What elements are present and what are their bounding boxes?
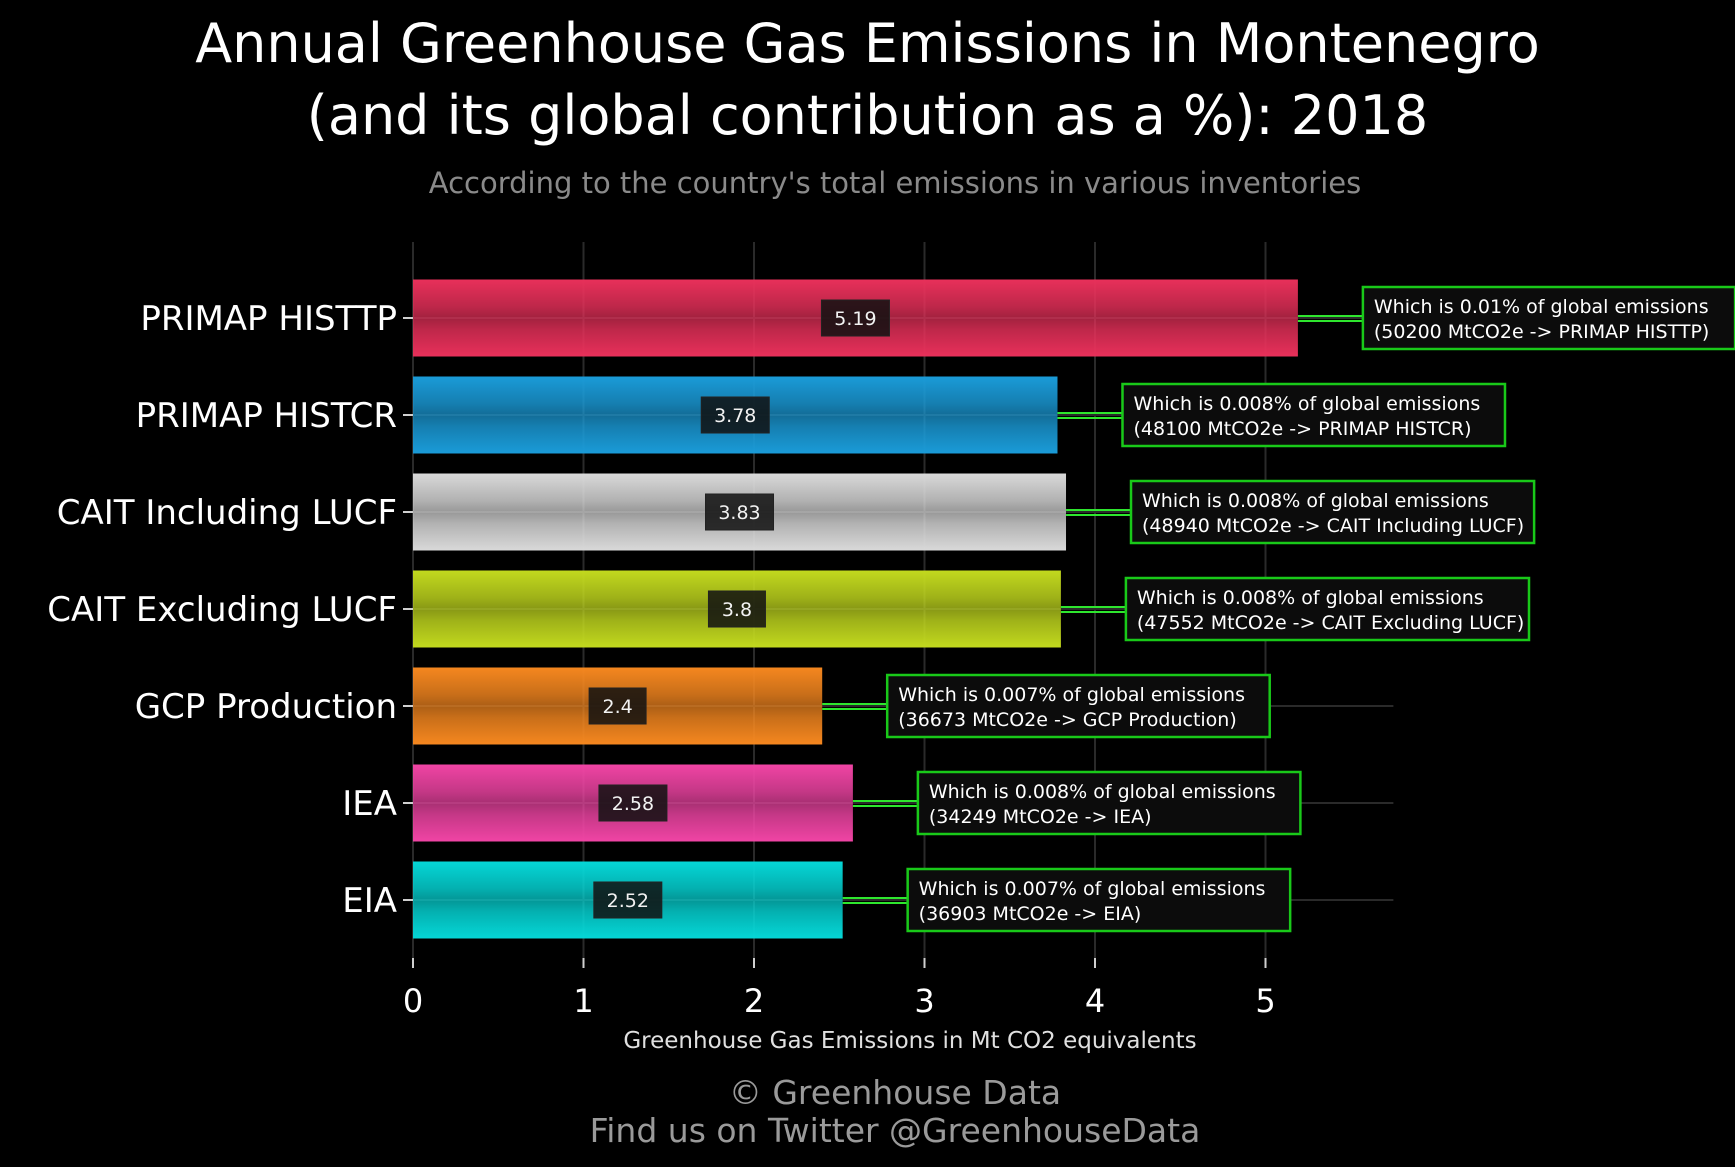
- annotation-box-3: [1124, 576, 1531, 642]
- annotation-box-4: [885, 673, 1271, 739]
- annotation-line2-4: (36673 MtCO2e -> GCP Production): [898, 709, 1237, 731]
- annotation-line1-5: Which is 0.008% of global emissions: [929, 781, 1276, 803]
- credit-line-1: © Greenhouse Data: [728, 1073, 1062, 1112]
- value-label-box-4: [588, 687, 647, 725]
- x-tick-label-3: 3: [914, 982, 934, 1020]
- value-label-0: 5.19: [834, 308, 876, 330]
- annotation-line1-0: Which is 0.01% of global emissions: [1374, 296, 1709, 318]
- value-label-2: 3.83: [718, 502, 760, 524]
- value-label-box-5: [598, 784, 668, 822]
- annotation-line1-3: Which is 0.008% of global emissions: [1137, 587, 1484, 609]
- value-label-box-0: [820, 299, 890, 337]
- title-line-1: Annual Greenhouse Gas Emissions in Monte…: [195, 12, 1540, 75]
- y-tick-label-1: PRIMAP HISTCR: [136, 396, 397, 436]
- y-tick-label-4: GCP Production: [135, 687, 397, 727]
- value-label-3: 3.8: [722, 599, 752, 621]
- annotation-box-2: [1129, 479, 1536, 545]
- chart-title: Annual Greenhouse Gas Emissions in Monte…: [0, 8, 1735, 152]
- value-label-5: 2.58: [612, 793, 654, 815]
- annotation-line2-3: (47552 MtCO2e -> CAIT Excluding LUCF): [1137, 612, 1524, 634]
- annotation-line2-1: (48100 MtCO2e -> PRIMAP HISTCR): [1133, 418, 1471, 440]
- x-tick-label-0: 0: [403, 982, 423, 1020]
- value-label-box-6: [593, 881, 663, 919]
- y-tick-label-0: PRIMAP HISTTP: [140, 299, 397, 339]
- y-tick-label-3: CAIT Excluding LUCF: [47, 590, 397, 630]
- annotation-line1-4: Which is 0.007% of global emissions: [898, 684, 1245, 706]
- annotation-box-0: [1361, 285, 1735, 351]
- value-label-box-2: [705, 493, 775, 531]
- value-label-box-3: [707, 590, 766, 628]
- y-tick-label-2: CAIT Including LUCF: [57, 493, 397, 533]
- annotation-line1-2: Which is 0.008% of global emissions: [1142, 490, 1489, 512]
- annotation-line2-5: (34249 MtCO2e -> IEA): [929, 806, 1152, 828]
- annotation-box-5: [916, 770, 1302, 836]
- x-tick-label-2: 2: [744, 982, 764, 1020]
- chart-subtitle: According to the country's total emissio…: [428, 166, 1362, 200]
- value-label-4: 2.4: [602, 696, 632, 718]
- value-label-6: 2.52: [607, 890, 649, 912]
- annotation-box-6: [906, 867, 1292, 933]
- annotation-line2-2: (48940 MtCO2e -> CAIT Including LUCF): [1142, 515, 1524, 537]
- annotation-line2-6: (36903 MtCO2e -> EIA): [919, 903, 1142, 925]
- annotation-line1-6: Which is 0.007% of global emissions: [919, 878, 1266, 900]
- annotation-line1-1: Which is 0.008% of global emissions: [1133, 393, 1480, 415]
- y-tick-label-5: IEA: [342, 784, 397, 824]
- value-label-box-1: [700, 396, 770, 434]
- x-axis-label: Greenhouse Gas Emissions in Mt CO2 equiv…: [623, 1028, 1196, 1054]
- credit-line-2: Find us on Twitter @GreenhouseData: [589, 1111, 1201, 1150]
- x-tick-label-4: 4: [1085, 982, 1105, 1020]
- annotation-line2-0: (50200 MtCO2e -> PRIMAP HISTTP): [1374, 321, 1709, 343]
- title-line-2: (and its global contribution as a %): 20…: [306, 84, 1429, 147]
- x-tick-label-1: 1: [573, 982, 593, 1020]
- x-tick-label-5: 5: [1255, 982, 1275, 1020]
- value-label-1: 3.78: [714, 405, 756, 427]
- annotation-box-1: [1121, 382, 1507, 448]
- y-tick-label-6: EIA: [342, 881, 397, 921]
